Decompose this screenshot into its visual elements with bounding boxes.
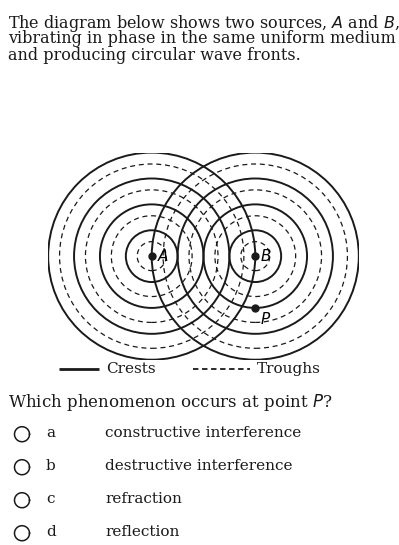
Text: a: a <box>46 426 55 440</box>
Text: b: b <box>46 459 56 473</box>
Text: destructive interference: destructive interference <box>105 459 292 473</box>
Text: $\mathit{B}$: $\mathit{B}$ <box>261 248 272 264</box>
Text: $\mathit{P}$: $\mathit{P}$ <box>261 311 272 326</box>
Text: d: d <box>46 525 56 539</box>
Text: vibrating in phase in the same uniform medium: vibrating in phase in the same uniform m… <box>8 30 396 47</box>
Text: c: c <box>46 492 55 506</box>
Text: Troughs: Troughs <box>257 362 320 376</box>
Text: The diagram below shows two sources, $\mathit{A}$ and $\mathit{B}$,: The diagram below shows two sources, $\m… <box>8 13 399 34</box>
Text: refraction: refraction <box>105 492 182 506</box>
Text: Crests: Crests <box>106 362 155 376</box>
Text: $\mathit{A}$: $\mathit{A}$ <box>157 248 169 264</box>
Text: and producing circular wave fronts.: and producing circular wave fronts. <box>8 47 301 64</box>
Text: constructive interference: constructive interference <box>105 426 301 440</box>
Text: reflection: reflection <box>105 525 180 539</box>
Text: Which phenomenon occurs at point $\mathit{P}$?: Which phenomenon occurs at point $\mathi… <box>8 392 332 413</box>
